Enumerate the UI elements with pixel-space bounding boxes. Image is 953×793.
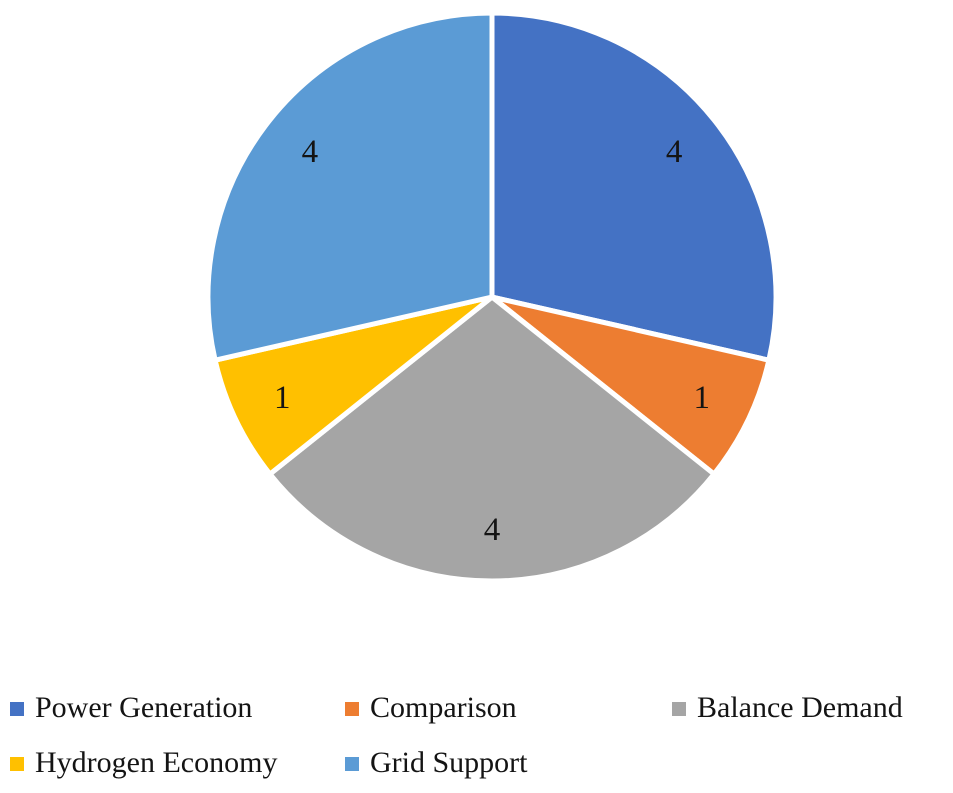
legend-item-power-generation: Power Generation [10,691,345,726]
legend-label: Balance Demand [697,691,903,724]
data-label-comparison: 1 [694,380,711,416]
legend-item-comparison: Comparison [345,691,672,726]
pie-slice-balance-demand [267,294,717,584]
legend-label: Power Generation [35,691,253,724]
data-label-grid-support: 4 [302,134,319,170]
legend-label: Grid Support [370,745,528,779]
data-label-power-generation: 4 [666,134,683,170]
legend-swatch-icon [672,702,686,717]
pie-slice-grid-support [205,10,495,363]
legend-swatch-icon [10,702,24,717]
legend-swatch-icon [10,756,24,771]
data-label-hydrogen-economy: 1 [274,380,291,416]
legend-label: Comparison [370,691,517,724]
legend-swatch-icon [345,702,359,717]
pie-slice-power-generation [489,10,779,363]
chart-legend: Power Generation Comparison Balance Demand… [0,691,953,780]
data-label-balance-demand: 4 [484,512,501,548]
legend-swatch-icon [345,756,359,771]
legend-item-hydrogen-economy: Hydrogen Economy [10,746,345,781]
legend-label: Hydrogen Economy [35,745,278,779]
pie-chart: 4 1 4 1 4 [205,10,779,584]
legend-item-grid-support: Grid Support [345,746,672,781]
pie-slice-comparison [489,294,772,477]
pie-slice-hydrogen-economy [212,294,495,477]
legend-item-balance-demand: Balance Demand [672,691,953,726]
